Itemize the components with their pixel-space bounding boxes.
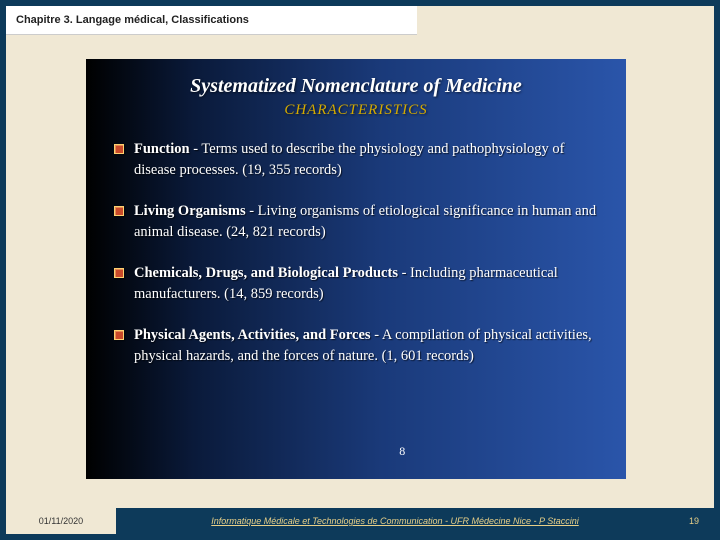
footer-date: 01/11/2020 — [6, 508, 116, 534]
bullet-text: Living Organisms - Living organisms of e… — [134, 201, 602, 243]
footer-page-number: 19 — [674, 516, 714, 526]
bullet-text: Chemicals, Drugs, and Biological Product… — [134, 263, 602, 305]
inner-page-number: 8 — [399, 444, 405, 459]
list-item: Physical Agents, Activities, and Forces … — [110, 325, 602, 367]
bullet-text: Function - Terms used to describe the ph… — [134, 139, 602, 181]
list-item: Living Organisms - Living organisms of e… — [110, 201, 602, 243]
header-title: Chapitre 3. Langage médical, Classificat… — [16, 14, 407, 26]
bullet-icon — [114, 268, 124, 278]
bullet-icon — [114, 330, 124, 340]
slide-panel: Systematized Nomenclature of Medicine CH… — [86, 59, 626, 479]
footer-bar: 01/11/2020 Informatique Médicale et Tech… — [6, 508, 714, 534]
outer-frame: Chapitre 3. Langage médical, Classificat… — [0, 0, 720, 540]
slide-title: Systematized Nomenclature of Medicine — [110, 75, 602, 98]
bullet-icon — [114, 144, 124, 154]
list-item: Function - Terms used to describe the ph… — [110, 139, 602, 181]
header-bar: Chapitre 3. Langage médical, Classificat… — [6, 6, 417, 35]
footer-center-text: Informatique Médicale et Technologies de… — [116, 516, 674, 526]
bullet-text: Physical Agents, Activities, and Forces … — [134, 325, 602, 367]
inner-frame: Chapitre 3. Langage médical, Classificat… — [6, 6, 714, 534]
bullet-list: Function - Terms used to describe the ph… — [110, 139, 602, 367]
content-area: Systematized Nomenclature of Medicine CH… — [6, 35, 714, 508]
bullet-icon — [114, 206, 124, 216]
slide-subtitle: CHARACTERISTICS — [110, 102, 602, 119]
list-item: Chemicals, Drugs, and Biological Product… — [110, 263, 602, 305]
